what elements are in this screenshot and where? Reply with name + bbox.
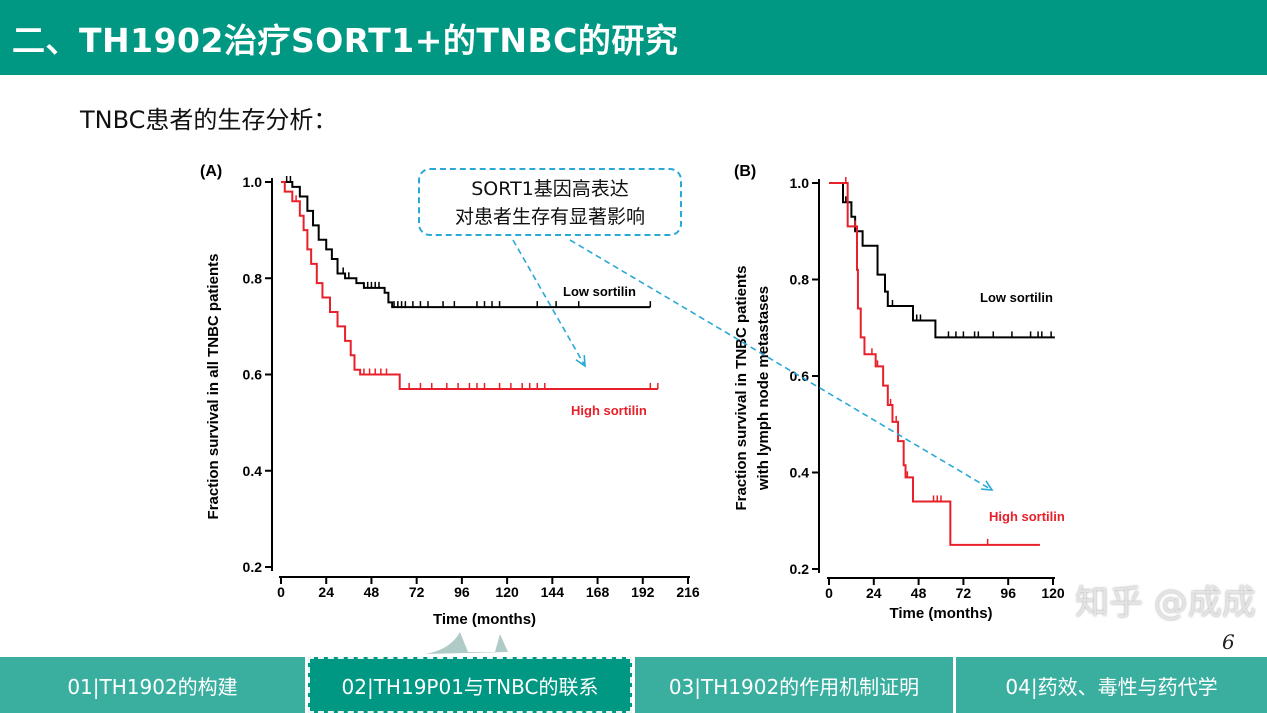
km-curve-high-sortilin — [281, 181, 658, 390]
arrowhead-icon — [980, 480, 994, 491]
y-tick-label: 0.2 — [243, 559, 263, 575]
x-tick-label: 72 — [956, 585, 972, 601]
page-number: 6 — [1222, 630, 1235, 654]
x-tick-label: 144 — [541, 584, 565, 600]
watermark: 知乎 @成成 — [1075, 583, 1256, 623]
logo-icon — [425, 632, 508, 654]
x-tick-label: 72 — [409, 584, 425, 600]
x-tick-label: 96 — [454, 584, 470, 600]
page-title: 二、TH1902治疗SORT1+的TNBC的研究 — [12, 21, 679, 60]
callout-box: SORT1基因高表达 对患者生存有显著影响 — [418, 168, 682, 236]
legend-label: High sortilin — [571, 403, 647, 418]
y-tick-label: 0.6 — [243, 367, 263, 383]
x-tick-label: 168 — [586, 584, 610, 600]
x-axis-label: Time (months) — [433, 611, 536, 628]
x-tick-label: 96 — [1000, 585, 1016, 601]
km-curve-low-sortilin — [829, 182, 1055, 339]
tab-02[interactable]: 02|TH19P01与TNBC的联系 — [308, 657, 632, 713]
x-tick-label: 120 — [495, 584, 519, 600]
x-tick-label: 48 — [364, 584, 380, 600]
y-tick-label: 0.4 — [790, 465, 810, 481]
y-tick-label: 0.8 — [243, 270, 263, 286]
y-tick-label: 0.4 — [243, 463, 263, 479]
legend-label: Low sortilin — [563, 284, 636, 299]
legend-label: Low sortilin — [980, 290, 1053, 305]
legend-label: High sortilin — [989, 509, 1065, 524]
panel-label: (A) — [200, 163, 222, 180]
tab-04[interactable]: 04|药效、毒性与药代学 — [956, 657, 1267, 713]
callout-line-2: 对患者生存有显著影响 — [454, 206, 645, 228]
x-tick-label: 48 — [911, 585, 927, 601]
tab-01[interactable]: 01|TH1902的构建 — [0, 657, 305, 713]
y-tick-label: 1.0 — [790, 175, 810, 191]
km-curve-low-sortilin — [281, 181, 651, 309]
panel-label: (B) — [734, 163, 756, 180]
section-subtitle: TNBC患者的生存分析： — [80, 106, 338, 134]
callout-arrow — [569, 239, 993, 491]
km-curve-high-sortilin — [829, 182, 1040, 546]
callout-arrow — [512, 239, 586, 367]
y-tick-label: 0.6 — [790, 368, 810, 384]
x-tick-label: 24 — [866, 585, 882, 601]
x-tick-label: 0 — [277, 584, 285, 600]
callout-line-1: SORT1基因高表达 — [471, 178, 629, 200]
x-tick-label: 24 — [318, 584, 334, 600]
x-tick-label: 192 — [631, 584, 655, 600]
y-tick-label: 0.8 — [790, 272, 810, 288]
header-bar: 二、TH1902治疗SORT1+的TNBC的研究 — [0, 0, 1267, 75]
y-axis-label: Fraction survival in all TNBC patients — [205, 254, 222, 520]
y-tick-label: 1.0 — [243, 174, 263, 190]
y-axis-label: with lymph node metastases — [755, 286, 772, 491]
tab-03[interactable]: 03|TH1902的作用机制证明 — [635, 657, 953, 713]
x-tick-label: 216 — [676, 584, 700, 600]
y-tick-label: 0.2 — [790, 561, 810, 577]
arrowhead-icon — [575, 354, 586, 368]
x-tick-label: 0 — [825, 585, 833, 601]
x-axis-label: Time (months) — [889, 605, 992, 622]
footer-nav: 01|TH1902的构建 02|TH19P01与TNBC的联系 03|TH190… — [0, 657, 1267, 713]
y-axis-label: Fraction survival in TNBC patients — [733, 265, 750, 510]
x-tick-label: 120 — [1041, 585, 1065, 601]
